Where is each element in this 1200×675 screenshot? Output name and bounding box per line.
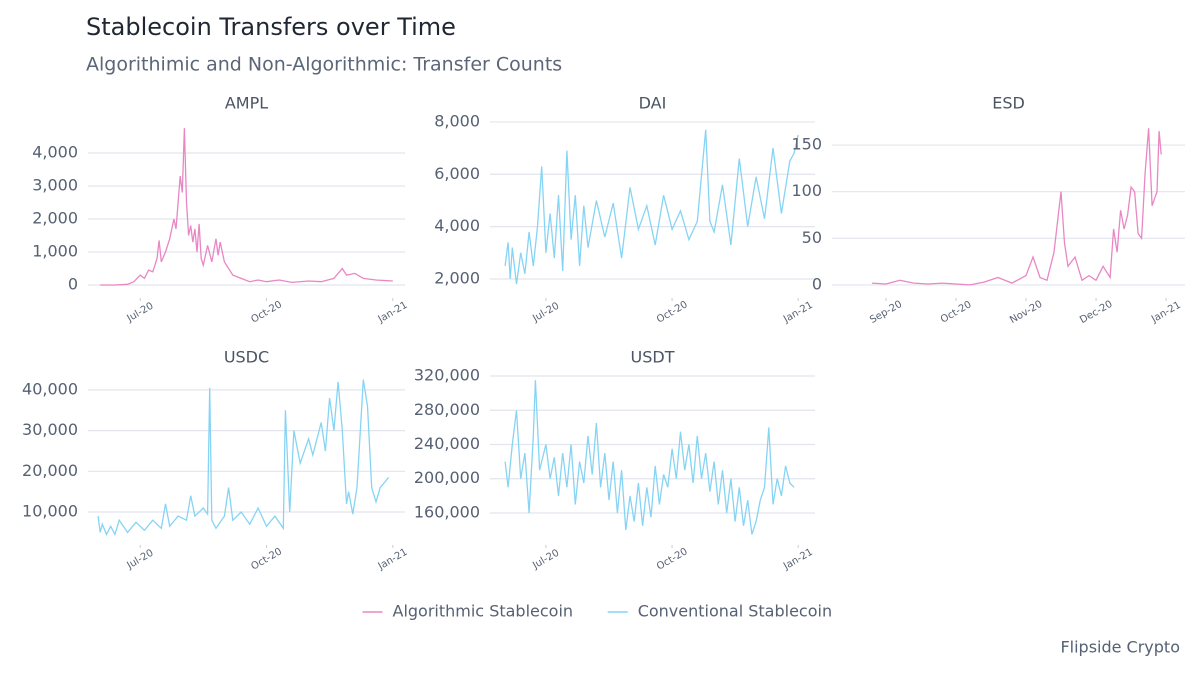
x-tick-label: Jan-21 xyxy=(1149,300,1183,326)
chart-title: Stablecoin Transfers over Time xyxy=(86,13,456,41)
y-tick-label: 280,000 xyxy=(414,400,480,419)
panel: ESD 0 50 100 150 Sep-20 Oct-20 Nov-20 Dec-20 Jan-… xyxy=(791,94,1185,326)
y-tick-label: 4,000 xyxy=(32,142,78,161)
x-tick-label: Jul-20 xyxy=(530,301,561,325)
panel: AMPL 0 1,000 2,000 3,000 4,000 Jul-20 Oct-20 Jan… xyxy=(32,94,409,326)
y-tick-label: 1,000 xyxy=(32,241,78,260)
y-tick-label: 240,000 xyxy=(414,434,480,453)
y-tick-label: 200,000 xyxy=(414,468,480,487)
x-tick-label: Jan-21 xyxy=(781,547,815,573)
x-tick-label: Sep-20 xyxy=(868,299,904,326)
legend-label: Algorithmic Stablecoin xyxy=(393,602,574,621)
series-line xyxy=(871,128,1162,286)
panel: DAI 2,000 4,000 6,000 8,000 Jul-20 Oct-20 Jan-2… xyxy=(434,94,815,326)
y-tick-label: 3,000 xyxy=(32,175,78,194)
y-tick-label: 100 xyxy=(791,181,822,200)
panel-title: ESD xyxy=(992,94,1025,113)
x-tick-label: Jan-21 xyxy=(781,300,815,326)
chart-subtitle: Algorithimic and Non-Algorithmic: Transf… xyxy=(86,54,562,76)
series-line xyxy=(504,380,795,535)
y-tick-label: 40,000 xyxy=(22,379,78,398)
x-tick-label: Oct-20 xyxy=(249,546,284,572)
y-tick-label: 10,000 xyxy=(22,502,78,521)
panel: USDC 10,000 20,000 30,000 40,000 Jul-20 Oct-20… xyxy=(22,348,410,573)
y-tick-label: 6,000 xyxy=(434,164,480,183)
y-tick-label: 20,000 xyxy=(22,461,78,480)
caption: Flipside Crypto xyxy=(1060,638,1180,657)
series-line xyxy=(504,129,799,285)
series-line xyxy=(97,379,390,537)
x-tick-label: Jan-21 xyxy=(376,300,410,326)
panel: USDT 160,000 200,000 240,000 280,000 320,000 J… xyxy=(414,348,815,573)
x-tick-label: Jul-20 xyxy=(125,301,156,325)
series-line xyxy=(100,128,393,286)
x-tick-label: Oct-20 xyxy=(249,299,284,325)
x-tick-label: Oct-20 xyxy=(655,299,690,325)
y-tick-label: 150 xyxy=(791,135,822,154)
x-tick-label: Dec-20 xyxy=(1078,299,1114,326)
panel-title: AMPL xyxy=(225,94,268,113)
x-tick-label: Jul-20 xyxy=(530,548,561,572)
y-tick-label: 320,000 xyxy=(414,366,480,385)
y-tick-label: 160,000 xyxy=(414,502,480,521)
y-tick-label: 2,000 xyxy=(32,208,78,227)
panel-title: USDT xyxy=(631,348,675,367)
x-tick-label: Nov-20 xyxy=(1008,299,1044,326)
y-tick-label: 2,000 xyxy=(434,268,480,287)
panel-title: DAI xyxy=(639,94,667,113)
y-tick-label: 0 xyxy=(68,274,78,293)
x-tick-label: Oct-20 xyxy=(655,546,690,572)
legend-label: Conventional Stablecoin xyxy=(638,602,832,621)
y-tick-label: 4,000 xyxy=(434,216,480,235)
y-tick-label: 30,000 xyxy=(22,420,78,439)
panel-title: USDC xyxy=(224,348,269,367)
x-tick-label: Jul-20 xyxy=(125,548,156,572)
legend: Algorithmic Stablecoin Conventional Stabl… xyxy=(362,602,832,621)
y-tick-label: 8,000 xyxy=(434,111,480,130)
x-tick-label: Oct-20 xyxy=(939,299,974,325)
y-tick-label: 50 xyxy=(802,228,822,247)
y-tick-label: 0 xyxy=(812,274,822,293)
x-tick-label: Jan-21 xyxy=(376,547,410,573)
